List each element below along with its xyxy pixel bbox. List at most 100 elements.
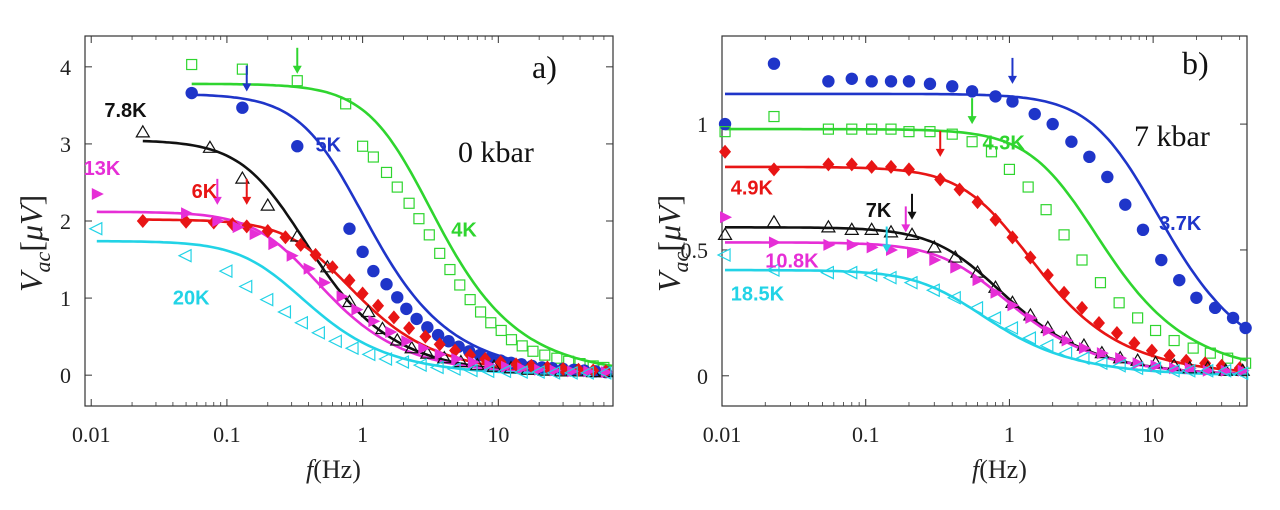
- fit-curve-7.8K: [142, 139, 613, 376]
- data-point-3.7K: [1190, 291, 1203, 304]
- data-point-4.3K: [1040, 204, 1052, 216]
- data-point-6K: [294, 237, 307, 252]
- panel-a-pressure: 0 kbar: [458, 136, 534, 169]
- data-point-4.9K: [719, 144, 732, 159]
- data-point-4.3K: [985, 146, 998, 158]
- data-point-10.8K: [1061, 334, 1074, 347]
- series-label-7.8K: 7.8K: [104, 100, 147, 122]
- data-point-3.7K: [1226, 311, 1240, 325]
- data-point-4.9K: [1092, 315, 1105, 330]
- panel-a-ylabel: Vac[μV]: [13, 195, 55, 292]
- data-point-6K: [279, 230, 292, 245]
- data-point-3.7K: [1119, 198, 1132, 211]
- data-point-20K: [579, 365, 594, 380]
- data-point-7.8K: [419, 345, 435, 359]
- data-point-4K: [539, 349, 551, 361]
- data-point-4K: [380, 166, 393, 179]
- arrow-head-13K: [212, 196, 222, 205]
- data-point-4K: [413, 213, 425, 225]
- data-point-4.3K: [1094, 277, 1107, 289]
- data-point-4.3K: [1149, 324, 1162, 337]
- data-point-7K: [844, 222, 860, 235]
- data-point-4.3K: [1022, 181, 1034, 193]
- panel-b-ylabel: Vac[μV]: [651, 195, 693, 292]
- data-point-20K: [513, 365, 528, 380]
- data-point-6K: [356, 286, 369, 301]
- data-point-4.9K: [1076, 300, 1089, 315]
- arrow-head-10.8K: [901, 224, 911, 233]
- series-label-20K: 20K: [173, 287, 210, 309]
- series-label-13K: 13K: [84, 158, 121, 180]
- data-point-20K: [218, 264, 233, 279]
- fit-curve-20K: [96, 239, 613, 376]
- panel-b-arrows: [882, 57, 1017, 253]
- series-label-3.7K: 3.7K: [1159, 213, 1202, 235]
- data-point-3.7K: [1028, 107, 1041, 121]
- data-point-3.7K: [1155, 253, 1168, 267]
- data-point-6K: [261, 224, 274, 239]
- data-point-3.7K: [845, 72, 858, 85]
- data-point-3.7K: [865, 75, 878, 88]
- data-point-4.9K: [767, 162, 780, 177]
- x-tick-label: 1: [357, 422, 368, 447]
- panel-a-xlabel: f(Hz): [306, 455, 361, 484]
- data-point-18.5K: [1165, 363, 1180, 378]
- data-point-4.9K: [1128, 336, 1141, 351]
- series-label-18.5K: 18.5K: [731, 283, 785, 305]
- y-tick-label: 0: [697, 364, 708, 389]
- data-point-6K: [136, 214, 149, 228]
- panel-b-ticks: 0.01 0.1 1 10 0 0.5 1: [681, 36, 1247, 447]
- data-point-10.8K: [1042, 324, 1055, 337]
- data-point-10.8K: [972, 274, 985, 287]
- data-point-10.8K: [1007, 299, 1020, 312]
- data-point-13K: [286, 249, 299, 262]
- data-point-20K: [259, 292, 274, 307]
- data-point-4K: [357, 140, 369, 152]
- data-point-3.7K: [946, 80, 959, 93]
- data-point-10.8K: [1150, 359, 1163, 372]
- data-point-7.8K: [289, 228, 305, 242]
- panel-a-data-points: [88, 58, 614, 380]
- data-point-4.9K: [1058, 285, 1071, 300]
- data-point-20K: [546, 365, 561, 380]
- data-point-7.8K: [360, 304, 376, 318]
- series-label-4K: 4K: [451, 219, 477, 241]
- panel-a-label: a): [532, 49, 557, 85]
- data-point-20K: [277, 304, 292, 319]
- data-point-7.8K: [404, 340, 420, 354]
- x-tick-label: 0.1: [213, 422, 241, 447]
- data-point-3.7K: [965, 85, 979, 98]
- data-point-4.3K: [719, 126, 731, 138]
- data-point-5K: [410, 312, 423, 326]
- series-label-10.8K: 10.8K: [765, 251, 819, 273]
- data-point-3.7K: [822, 75, 835, 88]
- x-tick-label: 1: [1004, 422, 1015, 447]
- data-point-4.9K: [989, 212, 1002, 227]
- data-point-13K: [549, 364, 562, 377]
- series-label-4.3K: 4.3K: [983, 132, 1026, 154]
- data-point-6K: [372, 298, 385, 313]
- data-point-3.7K: [1083, 150, 1096, 164]
- data-point-4.3K: [885, 123, 897, 135]
- data-point-4K: [444, 263, 456, 276]
- arrow-head-7K: [907, 211, 917, 220]
- data-point-6K: [464, 348, 477, 363]
- data-point-6K: [343, 273, 356, 288]
- data-point-13K: [268, 238, 281, 251]
- data-point-5K: [356, 245, 369, 259]
- series-label-6K: 6K: [192, 181, 218, 203]
- data-point-20K: [177, 248, 192, 263]
- data-point-10.8K: [823, 238, 836, 251]
- data-point-7K: [883, 224, 899, 238]
- data-point-10.8K: [720, 211, 733, 224]
- data-point-13K: [434, 348, 447, 361]
- panel-a-ticks: 0.01 0.1 1 10 0 1 2 3 4: [60, 36, 613, 447]
- data-point-20K: [597, 365, 612, 380]
- panel-a-series-labels: 4K 5K 7.8K 6K 13K 20K: [84, 100, 478, 309]
- data-point-4.3K: [1113, 297, 1125, 309]
- data-point-6K: [387, 310, 400, 325]
- data-point-4K: [474, 306, 487, 318]
- y-tick-label: 0.5: [681, 238, 709, 263]
- data-point-4.3K: [1058, 229, 1070, 241]
